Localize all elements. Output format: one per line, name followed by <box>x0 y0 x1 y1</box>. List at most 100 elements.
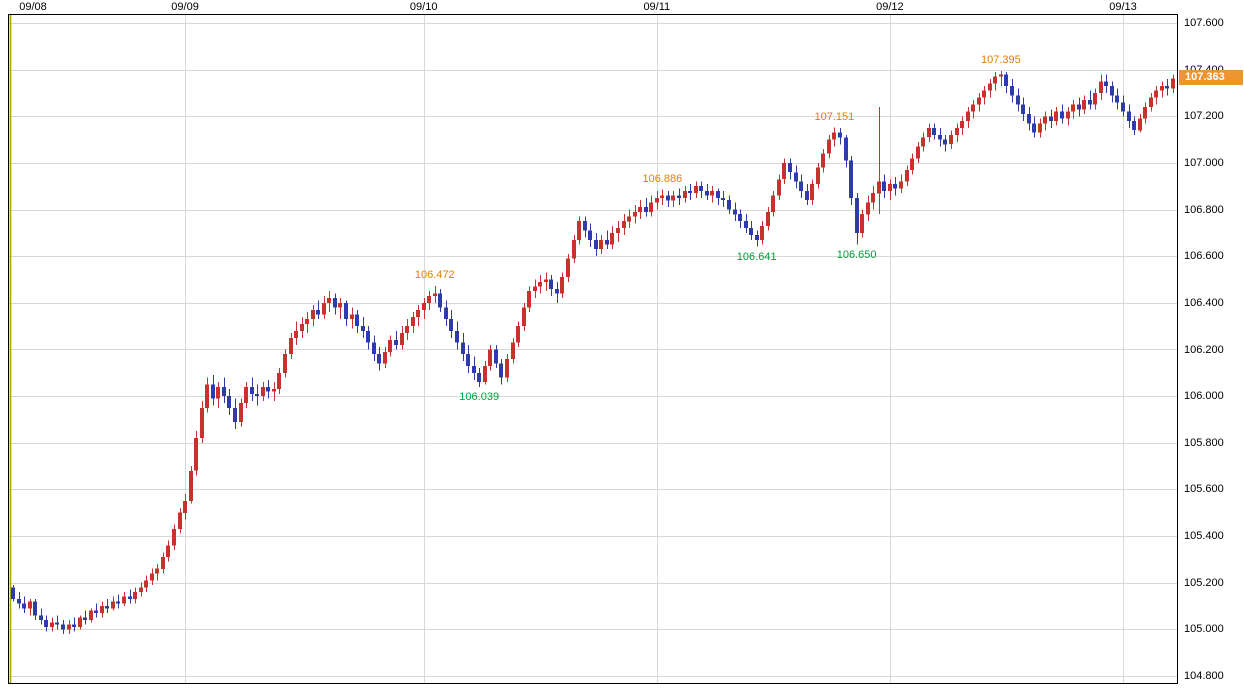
candle-up <box>860 214 864 233</box>
candle-up <box>782 162 786 180</box>
candle-up <box>338 302 342 308</box>
candle-up <box>832 132 836 140</box>
candle-up <box>544 279 548 282</box>
plot-border <box>8 14 1178 684</box>
x-axis-label: 09/08 <box>19 1 47 13</box>
candle-up <box>810 183 814 201</box>
candle-up <box>827 139 831 154</box>
candle-down <box>344 302 348 320</box>
y-axis-label: 106.200 <box>1184 343 1224 356</box>
candle-up <box>300 323 304 331</box>
candle-up <box>610 232 614 245</box>
candle-down <box>499 363 503 378</box>
candle-up <box>877 181 881 194</box>
candle-up <box>1082 100 1086 110</box>
peak-price-label: 107.151 <box>814 110 855 123</box>
candle-up <box>949 134 953 145</box>
candle-down <box>588 230 592 240</box>
candle-down <box>605 239 609 245</box>
candle-down <box>1077 104 1081 110</box>
candle-up <box>777 179 781 196</box>
candle-down <box>705 190 709 196</box>
candle-up <box>178 512 182 529</box>
candle-up <box>916 146 920 159</box>
candle-up <box>388 340 392 352</box>
y-axis-label: 107.600 <box>1184 17 1224 29</box>
candle-up <box>533 286 537 292</box>
trough-price-label: 106.650 <box>836 248 877 261</box>
candle-up <box>67 624 71 630</box>
candle-down <box>366 330 370 343</box>
candle-down <box>688 190 692 194</box>
candle-up <box>566 258 570 278</box>
candle-down <box>94 610 98 613</box>
y-axis-label: 107.200 <box>1184 110 1224 123</box>
candle-up <box>50 622 54 628</box>
candle-down <box>250 386 254 394</box>
y-axis-label: 105.600 <box>1184 483 1224 496</box>
candle-up <box>194 438 198 471</box>
y-axis-label: 106.400 <box>1184 296 1224 309</box>
candle-down <box>394 340 398 345</box>
candle-up <box>155 568 159 574</box>
candle-up <box>766 211 770 226</box>
candle-down <box>44 620 48 627</box>
x-axis-label: 09/11 <box>643 1 671 13</box>
candle-down <box>882 181 886 191</box>
candle-up <box>305 319 309 324</box>
candle-up <box>405 326 409 334</box>
candle-down <box>549 279 553 289</box>
candle-down <box>316 309 320 315</box>
candle-up <box>272 389 276 392</box>
candle-up <box>627 216 631 222</box>
candle-up <box>327 298 331 303</box>
candle-down <box>128 596 132 599</box>
candle-down <box>1016 95 1020 105</box>
candle-up <box>1043 116 1047 124</box>
candle-up <box>205 384 209 408</box>
candle-up <box>866 202 870 215</box>
candle-down <box>1127 111 1131 121</box>
candle-down <box>222 386 226 397</box>
candle-up <box>1038 123 1042 133</box>
candle-up <box>910 158 914 170</box>
candle-up <box>638 207 642 212</box>
candle-up <box>161 557 165 569</box>
y-axis-label: 104.800 <box>1184 670 1224 682</box>
candle-down <box>33 601 37 616</box>
candle-up <box>172 529 176 546</box>
candle-up <box>422 302 426 310</box>
candle-down <box>461 342 465 355</box>
candle-up <box>416 309 420 317</box>
candle-down <box>355 314 359 327</box>
candle-up <box>294 330 298 338</box>
candle-up <box>277 372 281 390</box>
candle-up <box>488 349 492 366</box>
candle-up <box>999 74 1003 77</box>
candle-up <box>971 104 975 112</box>
candle-up <box>660 195 664 198</box>
candle-down <box>55 622 59 625</box>
candle-up <box>516 326 520 343</box>
candle-down <box>755 235 759 240</box>
candle-up <box>183 501 187 513</box>
candle-up <box>289 337 293 355</box>
candle-down <box>699 186 703 191</box>
candle-up <box>888 183 892 191</box>
candle-down <box>738 214 742 222</box>
candle-down <box>1088 100 1092 105</box>
candle-down <box>1027 114 1031 124</box>
candle-up <box>166 545 170 558</box>
candle-up <box>977 97 981 105</box>
candle-down <box>1021 104 1025 114</box>
candle-up <box>577 221 581 240</box>
candle-down <box>594 239 598 250</box>
candle-up <box>982 90 986 98</box>
candle-down <box>677 195 681 198</box>
candle-up <box>821 153 825 168</box>
candle-down <box>721 197 725 201</box>
candle-up <box>649 202 653 212</box>
trough-price-label: 106.641 <box>736 250 777 263</box>
candle-up <box>1160 86 1164 91</box>
